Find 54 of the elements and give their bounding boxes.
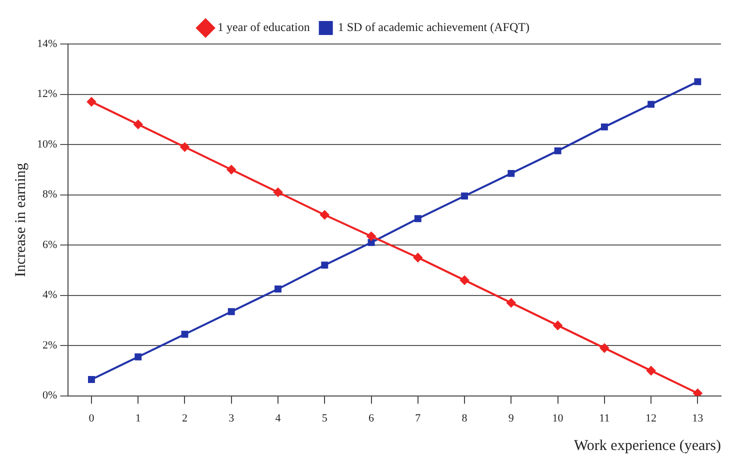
x-tick-label: 7 — [415, 412, 422, 424]
y-tick-label: 6% — [42, 238, 58, 251]
x-tick-label: 10 — [552, 412, 564, 424]
x-tick-label: 1 — [135, 412, 141, 424]
x-axis-title: Work experience (years) — [574, 438, 721, 454]
x-tick-label: 12 — [646, 412, 657, 424]
point — [226, 165, 236, 174]
y-tick-label: 4% — [42, 289, 58, 302]
point — [414, 215, 422, 222]
point — [600, 123, 608, 130]
legend-label: 1 year of education — [218, 20, 310, 34]
point — [553, 320, 562, 330]
x-tick-label: 9 — [508, 412, 514, 424]
y-tick-label: 0% — [42, 390, 58, 402]
x-tick-label: 5 — [322, 412, 328, 424]
point — [413, 253, 422, 262]
point — [181, 330, 188, 338]
point — [646, 366, 656, 376]
point — [86, 97, 96, 106]
x-tick-label: 4 — [275, 412, 282, 424]
x-tick-label: 8 — [462, 412, 468, 424]
y-tick-label: 14% — [36, 38, 58, 50]
legend-label: 1 SD of academic achievement (AFQT) — [338, 20, 530, 34]
point — [461, 192, 468, 200]
x-tick-label: 11 — [599, 412, 610, 424]
y-axis-title: Increase in earning — [12, 162, 29, 277]
point — [321, 262, 328, 269]
y-tick-label: 12% — [36, 88, 58, 100]
y-tick-label: 8% — [42, 188, 58, 201]
point — [366, 232, 376, 241]
point — [274, 188, 283, 197]
point — [274, 286, 282, 292]
x-tick-label: 6 — [368, 412, 375, 424]
point — [460, 276, 470, 285]
point — [600, 344, 609, 353]
point — [694, 78, 702, 86]
x-tick-label: 2 — [182, 412, 188, 424]
x-tick-label: 0 — [88, 412, 95, 424]
point — [134, 120, 143, 129]
y-tick-label: 2% — [42, 339, 58, 352]
point — [648, 100, 655, 108]
point — [368, 239, 375, 246]
point — [554, 147, 562, 154]
point — [508, 170, 515, 177]
point — [228, 308, 235, 316]
x-tick-label: 3 — [228, 412, 235, 424]
point — [506, 298, 516, 308]
point — [88, 376, 95, 383]
point — [320, 210, 330, 220]
x-tick-label: 13 — [692, 412, 704, 424]
y-tick-label: 10% — [36, 138, 58, 150]
point — [180, 142, 190, 152]
point — [134, 353, 142, 360]
point — [693, 388, 702, 396]
